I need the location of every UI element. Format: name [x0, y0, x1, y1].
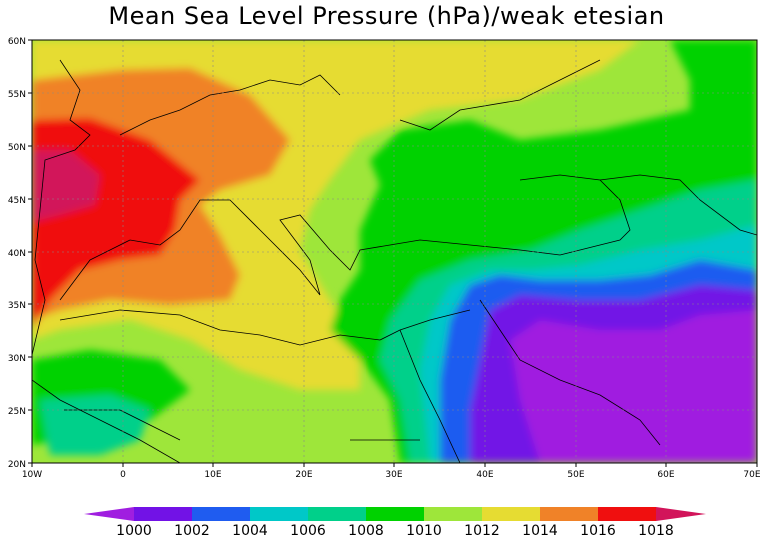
lat-label: 35N [8, 301, 26, 311]
lat-label: 55N [8, 90, 26, 100]
colorbar-label: 1018 [638, 523, 674, 539]
longitude-labels: 10W 0 10E 20E 30E 40E 50E 60E 70E [22, 470, 761, 480]
lon-label: 0 [120, 470, 126, 480]
colorbar: 1000 1002 1004 1006 1008 1010 1012 1014 1016 1018 [84, 507, 706, 539]
colorbar-label: 1012 [464, 523, 500, 539]
colorbar-swatch [540, 507, 598, 521]
lon-label: 20E [295, 470, 312, 480]
lon-label: 50E [567, 470, 584, 480]
lon-label: 10W [22, 470, 42, 480]
tick-marks [28, 39, 758, 467]
lat-label: 45N [8, 196, 26, 206]
colorbar-label: 1016 [580, 523, 616, 539]
lat-label: 30N [8, 354, 26, 364]
lat-label: 25N [8, 407, 26, 417]
lat-label: 50N [8, 143, 26, 153]
colorbar-label: 1000 [116, 523, 152, 539]
colorbar-swatch [482, 507, 540, 521]
lon-label: 60E [657, 470, 674, 480]
colorbar-high-arrow [656, 507, 706, 521]
map-title: Mean Sea Level Pressure (hPa)/weak etesi… [108, 2, 665, 30]
lon-label: 70E [743, 470, 760, 480]
colorbar-label: 1010 [406, 523, 442, 539]
colorbar-swatch [192, 507, 250, 521]
graticule [32, 40, 757, 463]
pressure-field [32, 40, 757, 463]
lon-label: 30E [385, 470, 402, 480]
colorbar-swatch [134, 507, 192, 521]
colorbar-swatch [424, 507, 482, 521]
colorbar-label: 1014 [522, 523, 558, 539]
colorbar-label: 1008 [348, 523, 384, 539]
latitude-labels: 60N 55N 50N 45N 40N 35N 30N 25N 20N [8, 37, 26, 470]
lon-label: 10E [204, 470, 221, 480]
colorbar-swatch [250, 507, 308, 521]
lon-label: 40E [476, 470, 493, 480]
contour-1000 [510, 310, 757, 463]
lat-label: 40N [8, 249, 26, 259]
lat-label: 20N [8, 460, 26, 470]
colorbar-label: 1004 [232, 523, 268, 539]
colorbar-label: 1006 [290, 523, 326, 539]
colorbar-label: 1002 [174, 523, 210, 539]
colorbar-swatch [366, 507, 424, 521]
lat-label: 60N [8, 37, 26, 47]
contour-above-1018 [32, 150, 100, 222]
colorbar-swatch [598, 507, 656, 521]
coastlines [32, 59, 757, 463]
colorbar-low-arrow [84, 507, 134, 521]
colorbar-swatch [308, 507, 366, 521]
